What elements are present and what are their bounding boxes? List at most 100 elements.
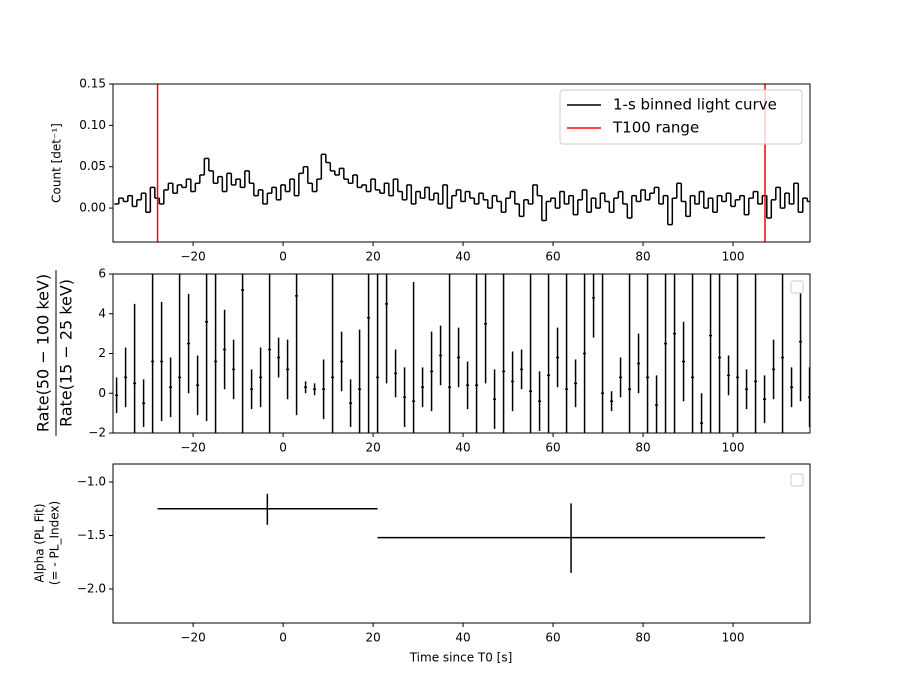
error-bar: [475, 274, 479, 433]
error-bar: [277, 337, 281, 378]
axes-frame: [112, 83, 811, 243]
error-bar: [340, 331, 344, 392]
x-tick-label: −20: [180, 250, 205, 264]
error-bar: [394, 349, 398, 398]
error-bar: [691, 274, 695, 433]
error-bar: [160, 301, 164, 422]
x-tick-label: 100: [722, 631, 745, 645]
y-tick-label: 2: [98, 346, 106, 360]
error-bar: [772, 339, 776, 400]
y-axis-label-line: Alpha (PL Fit): [33, 503, 47, 582]
error-bar: [574, 359, 578, 408]
axes-frame: [112, 273, 811, 434]
y-tick-label: 0.10: [79, 118, 106, 132]
error-bar: [295, 274, 299, 416]
error-bar: [457, 327, 461, 388]
y-tick-label: 0.00: [79, 201, 106, 215]
error-bar: [736, 274, 740, 433]
error-bar: [547, 274, 551, 433]
error-bar: [439, 325, 443, 386]
y-axis-label: Count [det⁻¹]: [50, 123, 64, 203]
y-axis-label-line: (= - PL_Index): [48, 501, 62, 585]
error-bar: [655, 375, 659, 433]
axes-frame: [112, 463, 811, 624]
error-bar: [124, 347, 128, 408]
error-bar: [250, 369, 254, 410]
empty-legend: [790, 473, 804, 487]
error-bar: [178, 274, 182, 433]
error-bar: [331, 274, 335, 433]
legend-box: [559, 89, 803, 145]
error-bar: [142, 379, 146, 428]
x-tick-label: 40: [455, 250, 470, 264]
x-tick-label: 80: [635, 441, 650, 455]
error-bar: [448, 274, 452, 433]
error-bar: [466, 361, 470, 410]
error-bar: [205, 274, 209, 422]
error-bar: [718, 274, 722, 433]
error-bar: [358, 329, 362, 433]
error-bar: [313, 383, 317, 396]
error-bar: [538, 371, 542, 432]
error-bar: [601, 274, 605, 433]
error-bar: [187, 293, 191, 394]
error-bar: [367, 274, 371, 433]
x-tick-label: 100: [722, 250, 745, 264]
error-bar: [709, 274, 713, 433]
error-bar: [637, 333, 641, 394]
error-bar: [583, 274, 587, 433]
step-connector: [118, 154, 809, 225]
x-tick-label: 0: [279, 441, 287, 455]
error-bar: [259, 347, 263, 408]
error-bar: [376, 274, 380, 433]
x-tick-label: 40: [455, 631, 470, 645]
plot-area: [157, 493, 766, 573]
error-bar: [790, 367, 794, 408]
x-tick-label: 0: [279, 631, 287, 645]
x-tick-label: 40: [455, 441, 470, 455]
error-bar: [565, 274, 569, 433]
error-bar: [223, 309, 227, 390]
error-bar: [511, 351, 515, 412]
y-tick-label: 0: [98, 386, 106, 400]
x-tick-label: 80: [635, 250, 650, 264]
x-tick-label: 100: [722, 441, 745, 455]
legend-label: 1-s binned light curve: [613, 96, 777, 114]
x-axis-label: Time since T0 [s]: [409, 651, 513, 665]
x-tick-label: −20: [180, 441, 205, 455]
y-axis-label-numerator: Rate(50 − 100 keV): [34, 274, 53, 432]
x-tick-label: 20: [365, 441, 380, 455]
error-bar: [322, 359, 326, 420]
error-bar: [214, 274, 218, 433]
error-bar: [682, 321, 686, 402]
error-bar: [628, 274, 632, 433]
y-tick-label: 6: [98, 267, 106, 281]
y-tick-label: −2: [88, 426, 106, 440]
error-bar: [763, 375, 767, 424]
error-bar: [151, 274, 155, 433]
error-bar: [520, 349, 524, 390]
error-bar: [304, 381, 308, 394]
error-bar: [646, 274, 650, 433]
x-tick-label: 20: [365, 631, 380, 645]
y-tick-label: −1.5: [77, 528, 106, 542]
y-tick-label: 0.05: [79, 159, 106, 173]
error-bar: [619, 357, 623, 398]
y-tick-label: 4: [98, 306, 106, 320]
error-bar: [529, 274, 533, 433]
error-bar: [664, 274, 668, 433]
error-bar: [115, 377, 119, 414]
y-axis-label-denominator: Rate(15 − 25 keV): [57, 279, 76, 427]
error-bar: [349, 379, 353, 428]
plot-area: [114, 84, 810, 242]
error-bar: [673, 274, 677, 433]
error-bar: [232, 339, 236, 400]
error-bar: [781, 274, 785, 433]
error-bar: [430, 331, 434, 412]
error-bar: [169, 357, 173, 418]
x-tick-label: 60: [545, 441, 560, 455]
legend-label: T100 range: [612, 119, 699, 137]
error-bar: [484, 274, 488, 384]
error-bar: [754, 274, 758, 433]
